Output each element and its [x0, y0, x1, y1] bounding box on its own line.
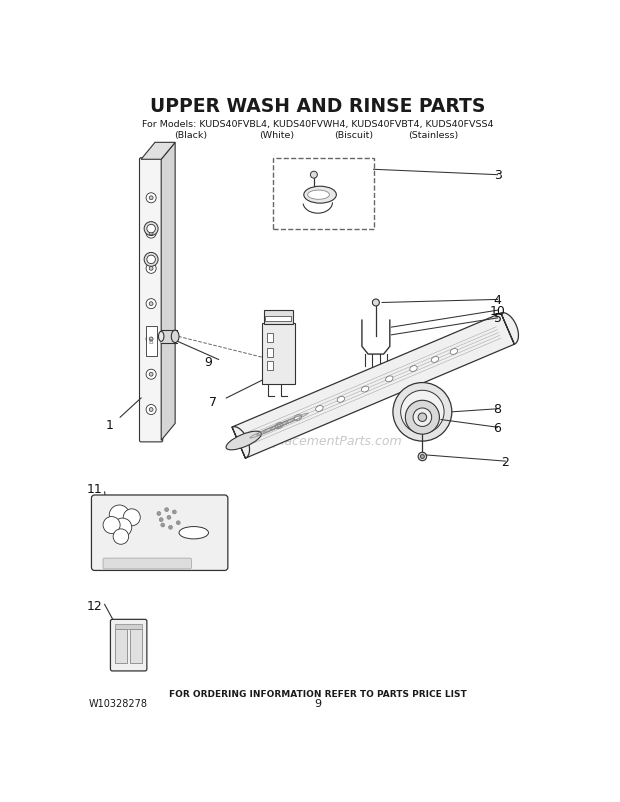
Text: 7: 7 [209, 395, 217, 408]
Circle shape [413, 408, 432, 427]
Circle shape [159, 518, 163, 522]
Circle shape [103, 517, 120, 534]
Circle shape [373, 300, 379, 306]
Circle shape [420, 455, 424, 459]
Text: 2: 2 [502, 455, 509, 468]
Bar [273, 159, 373, 229]
Circle shape [149, 373, 153, 377]
Bar [146, 327, 156, 356]
Circle shape [149, 338, 153, 342]
Bar [267, 362, 273, 371]
Text: B: B [149, 338, 154, 345]
Circle shape [146, 229, 156, 239]
Ellipse shape [361, 387, 369, 392]
Circle shape [144, 253, 158, 267]
Ellipse shape [410, 367, 417, 372]
Circle shape [418, 452, 427, 461]
Circle shape [149, 232, 153, 236]
FancyBboxPatch shape [140, 159, 162, 443]
Text: W10328278: W10328278 [89, 698, 148, 707]
Circle shape [401, 391, 444, 434]
Ellipse shape [304, 187, 336, 204]
Bar [267, 349, 273, 358]
Circle shape [165, 508, 169, 512]
FancyBboxPatch shape [103, 558, 192, 569]
Text: FOR ORDERING INFORMATION REFER TO PARTS PRICE LIST: FOR ORDERING INFORMATION REFER TO PARTS … [169, 690, 467, 699]
Bar [265, 317, 291, 322]
Circle shape [149, 267, 153, 271]
Ellipse shape [294, 415, 301, 421]
Circle shape [149, 196, 153, 200]
Bar [115, 624, 142, 630]
Ellipse shape [316, 406, 323, 412]
Circle shape [149, 408, 153, 412]
Ellipse shape [308, 191, 329, 200]
Text: 12: 12 [87, 600, 102, 613]
Circle shape [167, 516, 171, 520]
Bar [267, 333, 273, 342]
Text: For Models: KUDS40FVBL4, KUDS40FVWH4, KUDS40FVBT4, KUDS40FVSS4: For Models: KUDS40FVBL4, KUDS40FVWH4, KU… [142, 120, 494, 129]
Ellipse shape [226, 431, 261, 450]
Ellipse shape [275, 423, 283, 429]
Ellipse shape [179, 527, 208, 539]
Circle shape [144, 222, 158, 237]
Text: (Stainless): (Stainless) [408, 131, 458, 140]
Text: 8: 8 [494, 403, 502, 415]
Text: UPPER WASH AND RINSE PARTS: UPPER WASH AND RINSE PARTS [150, 96, 485, 115]
Text: 10: 10 [490, 304, 505, 318]
Circle shape [146, 299, 156, 310]
Text: 6: 6 [494, 421, 502, 434]
Text: 4: 4 [494, 294, 502, 306]
Text: (Black): (Black) [174, 131, 207, 140]
Ellipse shape [386, 376, 393, 383]
Circle shape [146, 370, 156, 380]
Circle shape [161, 524, 165, 527]
Ellipse shape [337, 397, 345, 403]
Text: 11: 11 [87, 483, 102, 496]
Text: eReplacementParts.com: eReplacementParts.com [249, 434, 402, 448]
Circle shape [172, 510, 176, 514]
Text: 9: 9 [204, 355, 211, 368]
Text: 5: 5 [494, 312, 502, 325]
Circle shape [418, 414, 427, 422]
Bar [130, 630, 142, 663]
Text: (White): (White) [259, 131, 294, 140]
Text: 1: 1 [106, 419, 114, 432]
Circle shape [405, 401, 440, 435]
Circle shape [147, 225, 156, 233]
Bar [264, 311, 293, 325]
Circle shape [147, 256, 156, 265]
Circle shape [176, 521, 180, 525]
Polygon shape [161, 143, 175, 441]
Ellipse shape [159, 332, 164, 342]
Circle shape [146, 193, 156, 204]
Circle shape [146, 264, 156, 274]
Ellipse shape [450, 349, 458, 355]
Text: 9: 9 [314, 698, 321, 707]
Circle shape [157, 512, 161, 516]
Bar [161, 330, 177, 343]
Text: 3: 3 [494, 169, 502, 182]
Ellipse shape [171, 330, 179, 343]
Polygon shape [232, 314, 518, 459]
Bar [262, 323, 294, 385]
Ellipse shape [432, 357, 439, 363]
Bar [115, 630, 127, 663]
Circle shape [113, 518, 131, 537]
Circle shape [123, 509, 140, 526]
Circle shape [149, 302, 153, 306]
Circle shape [169, 526, 172, 529]
Text: (Biscuit): (Biscuit) [334, 131, 373, 140]
Circle shape [109, 505, 130, 525]
Circle shape [146, 334, 156, 345]
Circle shape [113, 529, 129, 545]
Circle shape [311, 172, 317, 179]
Circle shape [393, 383, 452, 442]
FancyBboxPatch shape [92, 496, 228, 571]
Circle shape [146, 405, 156, 415]
FancyBboxPatch shape [110, 620, 147, 671]
Polygon shape [141, 143, 175, 160]
